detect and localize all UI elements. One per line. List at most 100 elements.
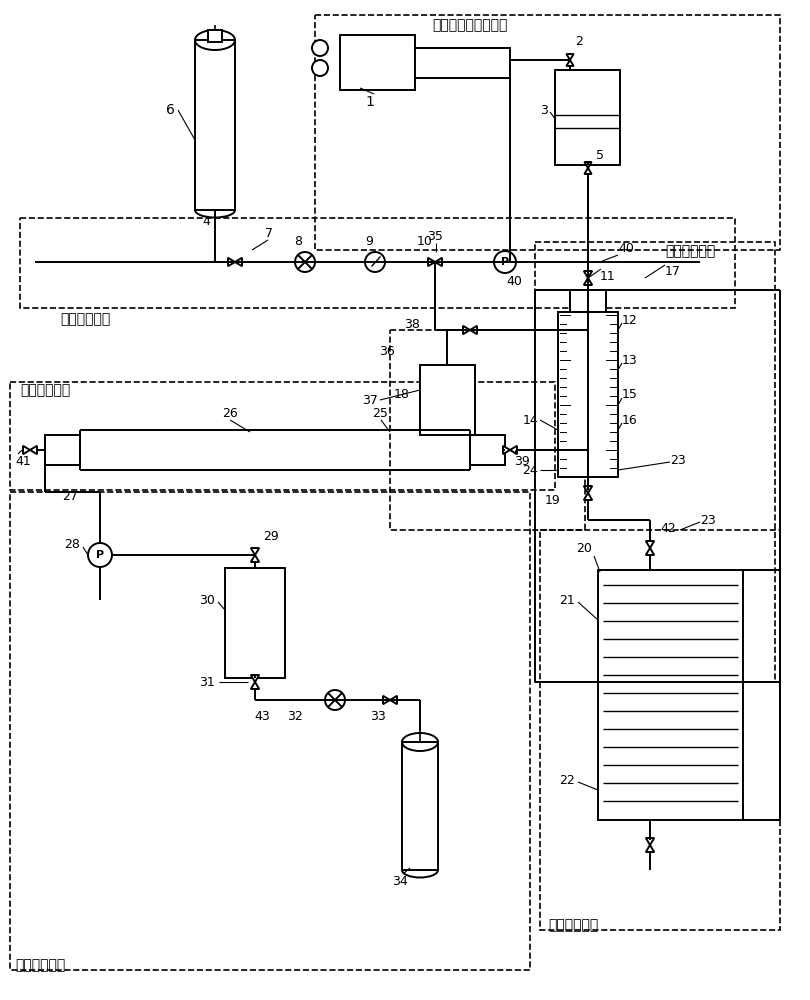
Bar [402,742,438,870]
Polygon shape [228,258,235,266]
Polygon shape [584,271,592,278]
Text: 25: 25 [372,407,388,420]
Text: 12: 12 [622,314,637,326]
Text: 27: 27 [62,490,78,503]
Text: 35: 35 [427,230,443,243]
Polygon shape [566,54,573,60]
Polygon shape [470,326,477,334]
Text: 22: 22 [559,774,575,786]
Bar [558,312,618,477]
Text: 5: 5 [596,149,604,162]
Polygon shape [383,696,390,704]
Text: 1: 1 [365,95,374,109]
Polygon shape [390,696,397,704]
Bar [570,290,606,312]
Bar [415,48,510,78]
Text: 4: 4 [202,215,210,228]
Text: P: P [501,257,509,267]
Text: 辅助配套部分: 辅助配套部分 [15,958,66,972]
Polygon shape [251,675,259,682]
Polygon shape [30,446,37,454]
Text: 28: 28 [64,538,80,552]
Text: 40: 40 [618,242,634,255]
Text: 7: 7 [265,227,273,240]
Text: 34: 34 [392,875,408,888]
Bar [535,242,775,682]
Bar [340,35,415,90]
Text: 10: 10 [417,235,433,248]
Polygon shape [435,258,442,266]
Polygon shape [463,326,470,334]
Text: 发泡剂体系注入部分: 发泡剂体系注入部分 [433,18,508,32]
Text: 19: 19 [544,493,560,506]
Bar [10,382,555,490]
Polygon shape [235,258,242,266]
Polygon shape [646,845,654,852]
Text: 13: 13 [622,354,637,366]
Text: 油藏模拟部分: 油藏模拟部分 [20,383,70,397]
Bar [540,530,780,930]
Polygon shape [646,838,654,845]
Text: 37: 37 [362,393,378,406]
Text: 18: 18 [394,388,410,401]
Bar [420,365,475,435]
Circle shape [312,60,328,76]
Text: 26: 26 [222,407,238,420]
Bar [470,435,505,465]
Text: 21: 21 [559,593,575,606]
Polygon shape [584,493,592,500]
Text: 8: 8 [294,235,302,248]
Text: 38: 38 [404,318,420,332]
Text: 11: 11 [600,270,616,283]
Text: 40: 40 [506,275,522,288]
Text: 井筒模型部分: 井筒模型部分 [665,244,715,258]
Text: 31: 31 [199,676,215,688]
Polygon shape [584,486,592,493]
Text: 24: 24 [522,464,538,477]
Text: 43: 43 [254,710,270,723]
Bar [20,218,735,308]
Text: P: P [96,550,104,560]
Bar [225,568,285,678]
Bar [555,70,620,165]
Bar [45,435,80,465]
Text: 恒温加热部分: 恒温加热部分 [548,918,599,932]
Text: 14: 14 [522,414,538,426]
Text: 23: 23 [670,454,686,466]
Bar [10,492,530,970]
Polygon shape [646,548,654,555]
Text: 32: 32 [287,710,303,723]
Polygon shape [510,446,517,454]
Circle shape [365,252,385,272]
Text: 33: 33 [370,710,386,723]
Polygon shape [251,682,259,689]
Text: 氮气注入部分: 氮气注入部分 [60,312,110,326]
Text: 3: 3 [540,104,548,116]
Circle shape [88,543,112,567]
Text: 29: 29 [263,530,279,543]
Polygon shape [584,162,591,168]
Polygon shape [428,258,435,266]
Polygon shape [251,555,259,562]
Circle shape [494,251,516,273]
Text: 20: 20 [576,542,592,555]
Text: 16: 16 [622,414,637,426]
Bar [390,330,585,530]
Text: 30: 30 [199,593,215,606]
Text: 15: 15 [622,388,638,401]
Text: 39: 39 [514,455,530,468]
Text: 2: 2 [575,35,583,48]
Bar [315,15,780,250]
Text: 9: 9 [365,235,373,248]
Bar [598,570,743,820]
Text: 23: 23 [700,514,716,526]
Polygon shape [646,541,654,548]
Polygon shape [566,60,573,66]
Polygon shape [251,548,259,555]
Text: 42: 42 [660,522,676,535]
Circle shape [312,40,328,56]
Polygon shape [584,168,591,174]
Bar [195,40,235,210]
Circle shape [295,252,315,272]
Polygon shape [584,278,592,285]
